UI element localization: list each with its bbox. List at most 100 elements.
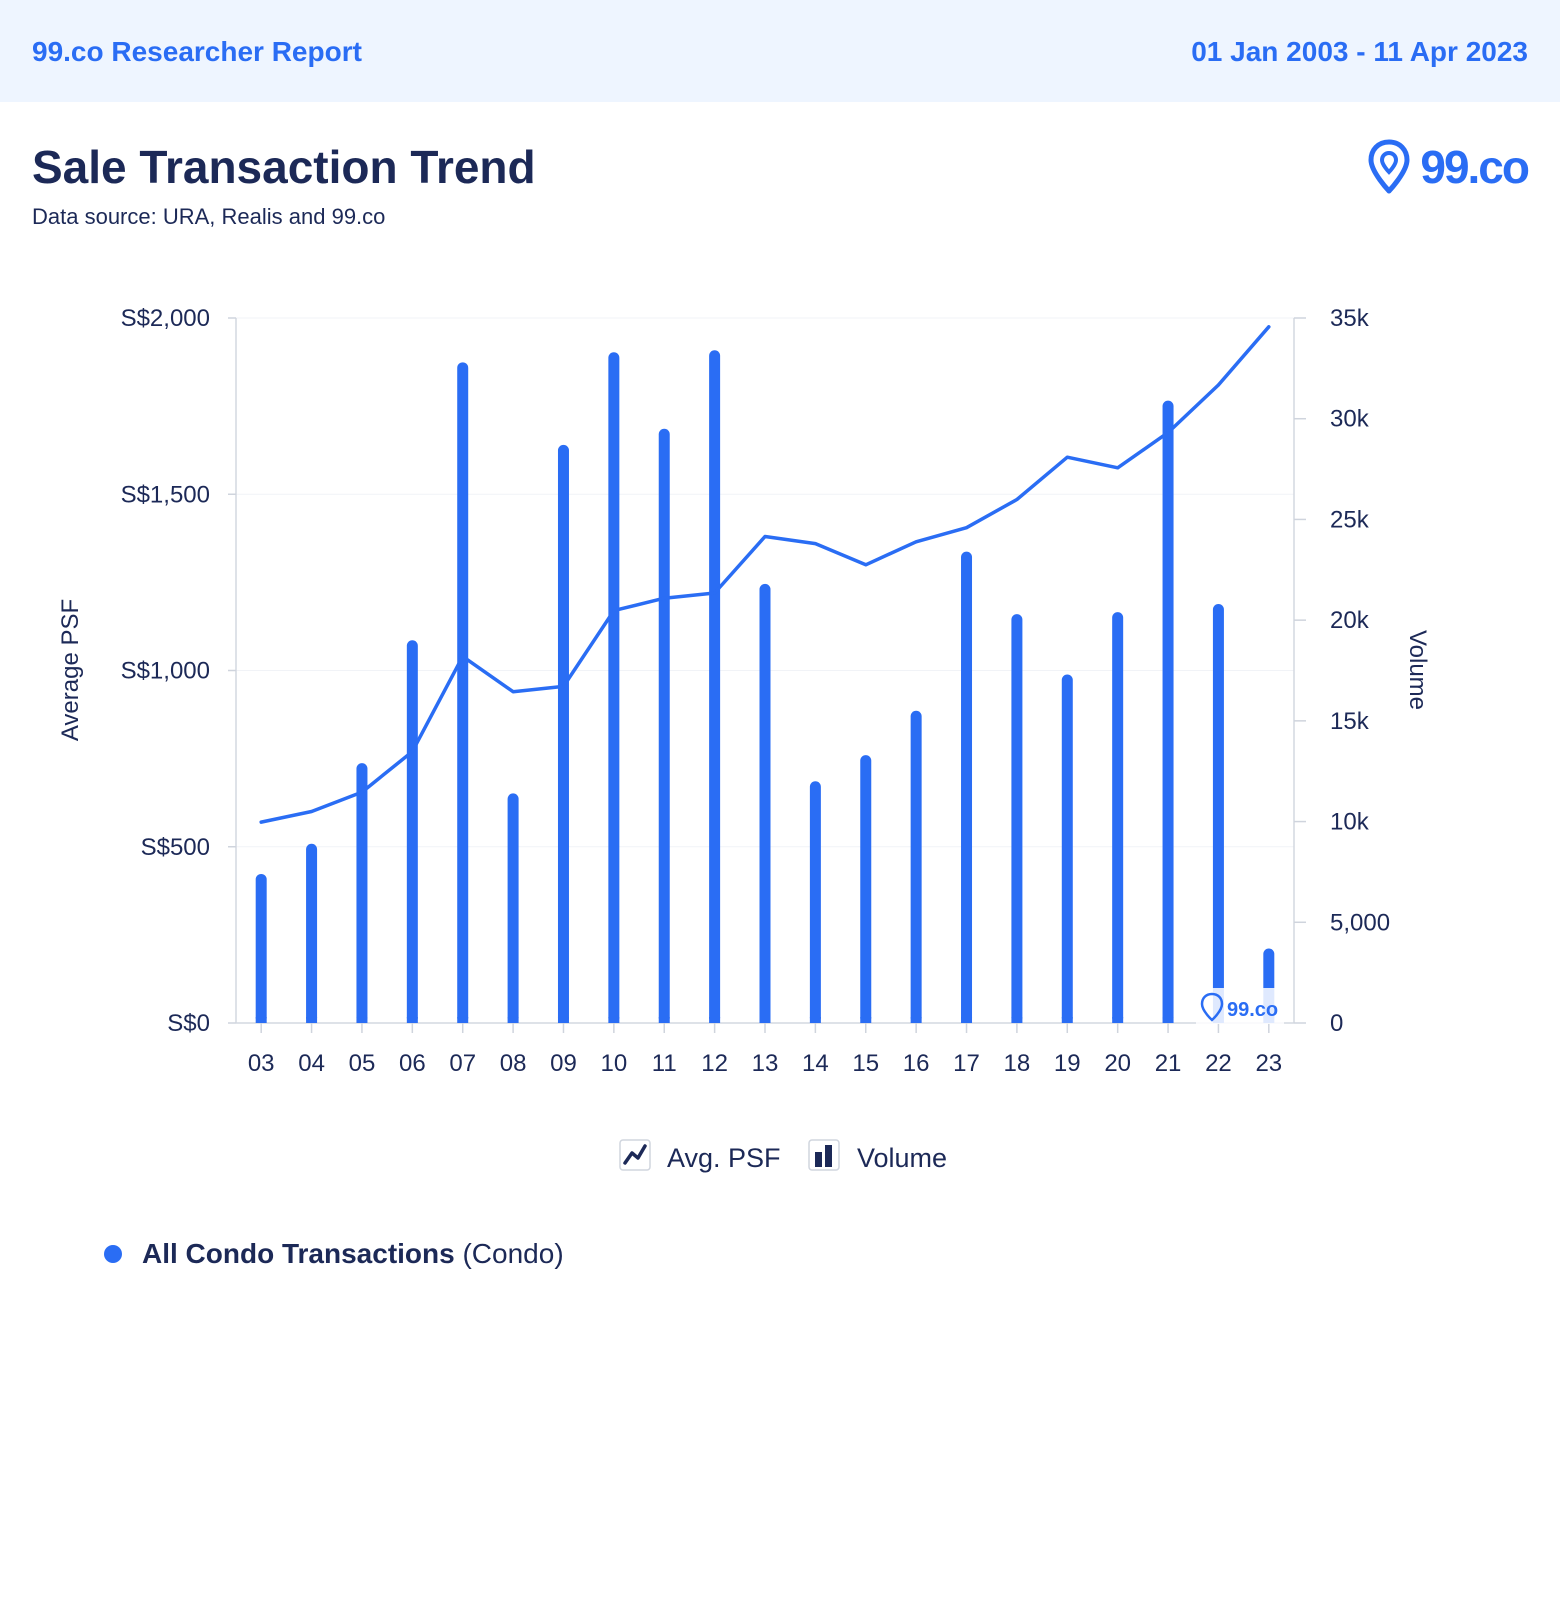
volume-bar-base (809, 1017, 821, 1023)
x-tick-label: 18 (1004, 1050, 1031, 1077)
avg-psf-point (965, 526, 969, 530)
x-tick-label: 11 (652, 1050, 677, 1077)
avg-psf-point (1015, 498, 1019, 502)
volume-bar (1162, 400, 1174, 1024)
x-tick-label: 03 (248, 1050, 275, 1077)
avg-psf-point (612, 609, 616, 613)
avg-psf-point (813, 542, 817, 546)
watermark-text: 99.co (1227, 999, 1278, 1021)
right-tick-label: 25k (1330, 506, 1370, 533)
volume-bar-base (457, 1017, 469, 1023)
avg-psf-point (461, 654, 465, 658)
avg-psf-point (1267, 325, 1271, 329)
volume-bar-base (608, 1017, 620, 1023)
location-pin-icon (1368, 139, 1410, 194)
avg-psf-point (511, 690, 515, 694)
right-tick-label: 35k (1330, 305, 1370, 332)
volume-bar-base (860, 1017, 872, 1023)
x-tick-label: 12 (701, 1050, 728, 1077)
volume-bar-base (406, 1017, 418, 1023)
volume-bar-base (255, 1017, 267, 1023)
legend-avg-psf-label: Avg. PSF (667, 1143, 781, 1173)
volume-bar (1112, 612, 1124, 1023)
x-tick-label: 13 (752, 1050, 779, 1077)
left-tick-label: S$2,000 (121, 305, 210, 332)
volume-bar (255, 873, 267, 1023)
volume-bar (1061, 674, 1073, 1023)
volume-bar (961, 551, 973, 1023)
line-chart-icon (623, 1144, 647, 1165)
right-tick-label: 30k (1330, 406, 1370, 433)
left-tick-label: S$1,500 (121, 481, 210, 508)
avg-psf-point (561, 684, 565, 688)
avg-psf-point (662, 596, 666, 600)
right-tick-label: 15k (1330, 708, 1370, 735)
x-tick-label: 07 (449, 1050, 476, 1077)
volume-bar (507, 793, 519, 1023)
volume-bar (709, 350, 721, 1023)
x-tick-label: 21 (1155, 1050, 1182, 1077)
avg-psf-point (1216, 383, 1220, 387)
x-tick-label: 20 (1104, 1050, 1131, 1077)
left-axis-title: Average PSF (57, 599, 84, 741)
volume-bar-base (306, 1017, 318, 1023)
volume-bar-base (507, 1017, 519, 1023)
page-title: Sale Transaction Trend (32, 141, 536, 193)
volume-bar (406, 640, 418, 1023)
volume-bar (809, 781, 821, 1023)
left-tick-label: S$1,000 (121, 658, 210, 685)
brand-text: 99.co (1420, 141, 1530, 193)
volume-bar (658, 428, 670, 1023)
right-tick-label: 5,000 (1330, 909, 1390, 936)
avg-psf-point (763, 535, 767, 539)
volume-bar (356, 763, 368, 1023)
series-legend[interactable]: All Condo Transactions (Condo) (104, 1238, 564, 1270)
volume-bar-base (557, 1017, 569, 1023)
volume-bar-base (658, 1017, 670, 1023)
x-tick-label: 16 (903, 1050, 930, 1077)
bar-chart-icon (815, 1152, 822, 1167)
avg-psf-point (1116, 466, 1120, 470)
right-tick-label: 0 (1330, 1010, 1343, 1037)
volume-bar (306, 843, 318, 1023)
x-tick-label: 06 (399, 1050, 426, 1077)
legend-volume-box (808, 1139, 840, 1171)
volume-bar-base (709, 1017, 721, 1023)
series-suffix: (Condo) (462, 1238, 564, 1269)
avg-psf-point (410, 750, 414, 754)
right-axis-title: Volume (1404, 630, 1431, 710)
right-tick-label: 20k (1330, 607, 1370, 634)
volume-bar-base (356, 1017, 368, 1023)
watermark-pin-icon (1200, 992, 1224, 1022)
volume-bar-base (910, 1017, 922, 1023)
report-header-bar: 99.co Researcher Report 01 Jan 2003 - 11… (0, 0, 1560, 102)
left-tick-label: S$0 (167, 1010, 210, 1037)
legend-volume-label: Volume (857, 1143, 947, 1173)
x-tick-label: 04 (298, 1050, 325, 1077)
avg-psf-point (360, 790, 364, 794)
x-tick-label: 15 (852, 1050, 879, 1077)
x-tick-label: 14 (802, 1050, 829, 1077)
brand-logo: 99.co (1366, 138, 1530, 198)
series-color-dot (104, 1244, 122, 1263)
avg-psf-point (310, 810, 314, 813)
x-tick-label: 09 (550, 1050, 577, 1077)
avg-psf-point (864, 563, 868, 567)
x-tick-label: 23 (1255, 1050, 1282, 1077)
x-tick-label: 08 (500, 1050, 527, 1077)
x-tick-label: 10 (601, 1050, 628, 1077)
x-tick-label: 22 (1205, 1050, 1232, 1077)
data-source-subtitle: Data source: URA, Realis and 99.co (32, 204, 386, 229)
left-tick-label: S$500 (141, 834, 210, 861)
volume-bar (608, 352, 620, 1023)
avg-psf-point (259, 820, 263, 824)
date-range: 01 Jan 2003 - 11 Apr 2023 (1191, 36, 1528, 67)
avg-psf-point (1065, 455, 1069, 459)
avg-psf-point (914, 540, 918, 544)
volume-bar (759, 583, 771, 1023)
volume-bar (557, 444, 569, 1023)
volume-bar (1212, 604, 1224, 1023)
volume-bar-base (961, 1017, 973, 1023)
right-tick-label: 10k (1330, 809, 1370, 836)
volume-bar-base (1061, 1017, 1073, 1023)
